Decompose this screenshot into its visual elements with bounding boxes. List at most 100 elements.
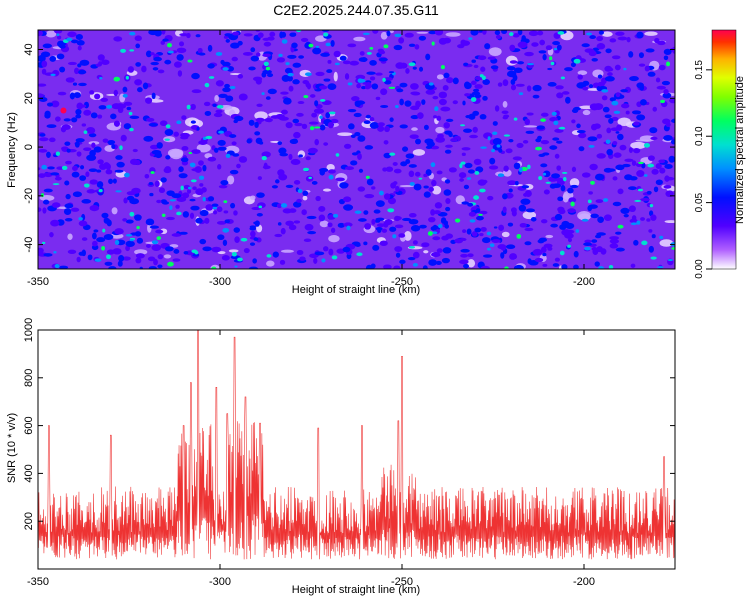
heatmap-hotspot <box>504 266 509 269</box>
heatmap-blob <box>126 106 132 111</box>
heatmap-blob <box>433 210 441 215</box>
heatmap-blob <box>629 176 638 181</box>
heatmap-blob <box>216 220 227 225</box>
heatmap-blob <box>99 163 107 170</box>
heatmap-blob <box>134 214 142 221</box>
heatmap-blob <box>183 250 189 255</box>
heatmap-hotspot <box>139 266 143 269</box>
heatmap-valley <box>67 233 73 240</box>
heatmap-hotspot <box>647 163 655 168</box>
heatmap-blob <box>477 55 487 61</box>
heatmap-valley <box>445 32 461 37</box>
heatmap-blob <box>148 122 158 127</box>
heatmap-blob <box>494 105 500 112</box>
heatmap-hotspot <box>530 217 537 222</box>
heatmap-blob <box>207 44 213 52</box>
heatmap-blob <box>319 85 328 90</box>
heatmap-hotspot <box>518 92 524 96</box>
heatmap-blob <box>497 82 503 87</box>
heatmap-blob <box>69 92 76 100</box>
heatmap-blob <box>554 128 564 133</box>
heatmap-blob <box>444 149 452 154</box>
heatmap-blob <box>443 189 452 196</box>
heatmap-blob <box>327 59 332 64</box>
heatmap-blob <box>355 243 361 247</box>
heatmap-blob <box>480 66 486 72</box>
heatmap-blob <box>141 65 147 73</box>
heatmap-hotspot <box>347 82 353 86</box>
heatmap-blob <box>292 62 302 68</box>
heatmap-blob <box>56 53 65 60</box>
heatmap-hotspot <box>557 31 565 35</box>
heatmap-blob <box>524 118 531 126</box>
heatmap-blob <box>654 37 660 44</box>
heatmap-hotspot <box>180 185 184 191</box>
heatmap-hotspot <box>321 258 326 263</box>
heatmap-blob <box>535 138 542 143</box>
heatmap-blob <box>249 242 256 246</box>
heatmap-blob <box>531 42 539 47</box>
heatmap-blob <box>372 244 380 251</box>
heatmap-valley <box>280 249 294 253</box>
heatmap-hotspot <box>186 104 191 110</box>
heatmap-blob <box>379 240 388 247</box>
heatmap-blob <box>615 92 621 98</box>
heatmap-hotspot <box>362 32 370 36</box>
heatmap-blob <box>49 55 57 62</box>
heatmap-cells <box>38 30 675 269</box>
heatmap-blob <box>207 63 215 69</box>
heatmap-blob <box>543 189 550 195</box>
heatmap-hotspot <box>256 212 263 217</box>
heatmap-blob <box>506 66 516 71</box>
heatmap-blob <box>649 127 658 134</box>
heatmap-blob <box>614 64 621 71</box>
heatmap-hotspot <box>125 75 130 80</box>
heatmap-blob <box>242 51 253 56</box>
heatmap-blob <box>319 169 326 176</box>
heatmap-blob <box>192 186 197 191</box>
heatmap-hotspot <box>570 201 575 207</box>
heatmap-hotspot <box>328 174 334 180</box>
heatmap-hotspot <box>395 105 399 109</box>
heatmap-blob <box>414 171 421 177</box>
heatmap-blob <box>159 120 168 127</box>
heatmap-blob <box>223 35 229 39</box>
heatmap-blob <box>596 133 603 139</box>
heatmap-blob <box>396 88 404 93</box>
heatmap-blob <box>361 57 367 63</box>
heatmap-blob <box>232 45 239 49</box>
heatmap-blob <box>576 82 587 89</box>
heatmap-blob <box>107 140 116 145</box>
heatmap-blob <box>647 71 656 77</box>
heatmap-blob <box>298 55 305 59</box>
heatmap-blob <box>602 106 610 113</box>
heatmap-hotspot <box>492 131 498 135</box>
heatmap-blob <box>307 147 318 154</box>
heatmap-blob <box>330 118 339 124</box>
heatmap-hotspot <box>164 138 170 141</box>
heatmap-blob <box>305 80 310 88</box>
heatmap-blob <box>323 142 329 146</box>
heatmap-hotspot <box>258 205 263 209</box>
heatmap-blob <box>428 30 437 35</box>
heatmap-blob <box>436 248 443 253</box>
heatmap-blob <box>108 178 114 185</box>
heatmap-hotspot <box>234 265 238 268</box>
heatmap-blob <box>232 31 240 36</box>
heatmap-blob <box>494 30 501 36</box>
heatmap-hotspot <box>98 188 103 193</box>
top-y-axis-label: Frequency (Hz) <box>6 112 18 188</box>
heatmap-blob <box>450 138 458 142</box>
heatmap-blob <box>628 186 637 191</box>
heatmap-blob <box>425 53 431 61</box>
heatmap-blob <box>434 202 443 209</box>
heatmap-blob <box>89 204 100 212</box>
heatmap-blob <box>144 173 150 179</box>
heatmap-hotspot <box>150 171 155 174</box>
heatmap-blob <box>113 36 123 42</box>
heatmap-hotspot <box>611 100 619 106</box>
heatmap-blob <box>50 172 60 176</box>
heatmap-hotspot <box>161 213 166 218</box>
heatmap-blob <box>75 114 82 119</box>
